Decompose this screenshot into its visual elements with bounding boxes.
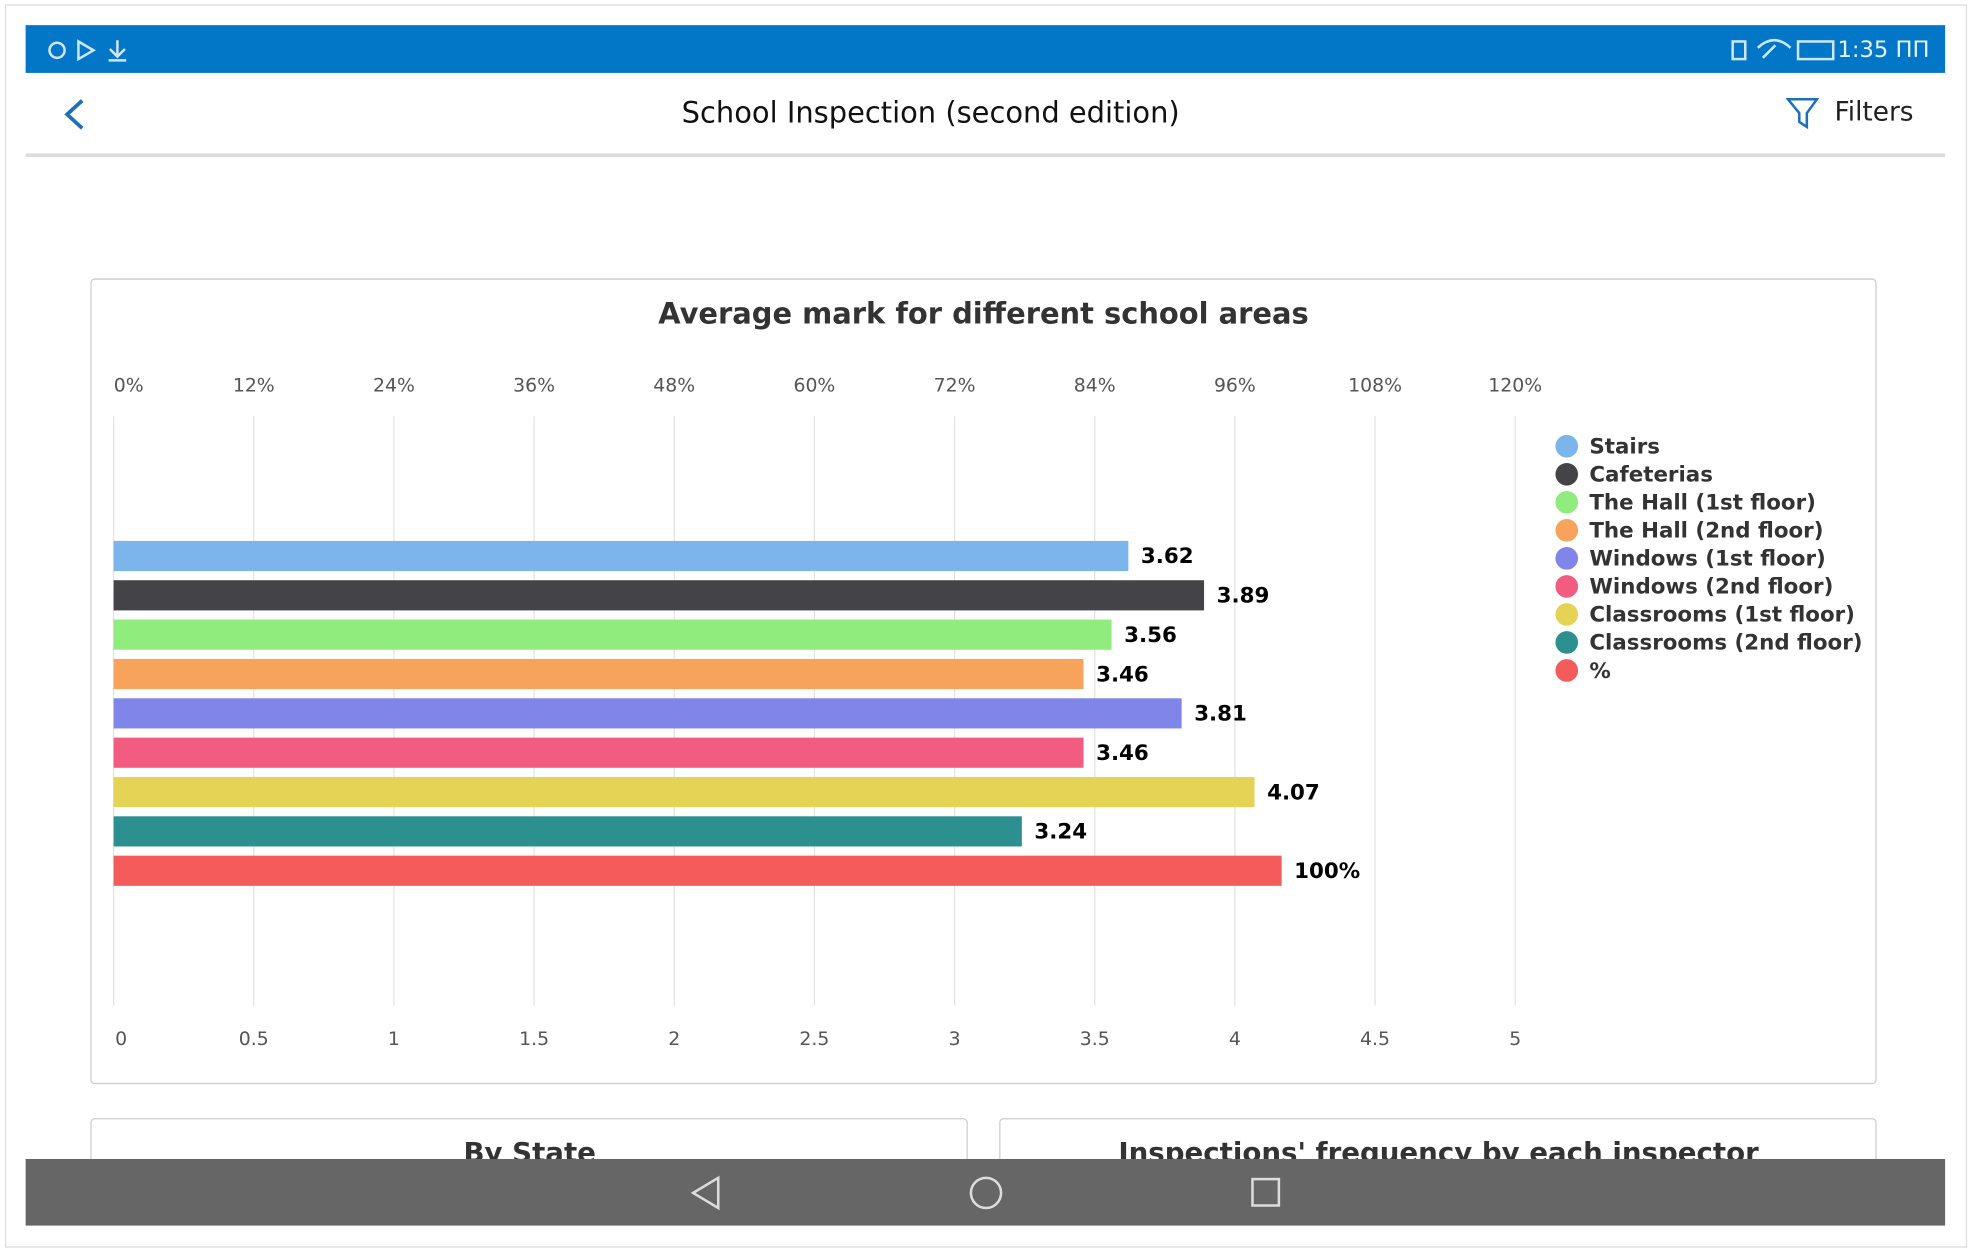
data-label: 100% xyxy=(1294,859,1360,884)
data-label: 3.62 xyxy=(1141,544,1194,569)
filters-label[interactable]: Filters xyxy=(1834,98,1913,128)
nav-bar xyxy=(25,1158,1946,1226)
x2-tick-label: 24% xyxy=(373,375,415,396)
x-tick-label: 3.5 xyxy=(1080,1029,1110,1050)
bar xyxy=(113,619,1112,650)
x-tick-label: 3 xyxy=(949,1029,961,1050)
legend-item[interactable]: % xyxy=(1555,659,1611,684)
bar xyxy=(113,698,1182,729)
x-tick-label: 4.5 xyxy=(1360,1029,1390,1050)
legend-swatch xyxy=(1555,603,1579,626)
legend-label[interactable]: Windows (2nd floor) xyxy=(1589,575,1833,600)
status-icons xyxy=(48,38,1835,62)
x-tick-label: 2.5 xyxy=(799,1029,829,1050)
bar xyxy=(113,658,1084,690)
x2-tick-label: 60% xyxy=(793,375,835,396)
nav-back[interactable] xyxy=(690,1175,720,1211)
bar xyxy=(113,855,1282,886)
data-label: 4.07 xyxy=(1267,780,1320,805)
legend-swatch xyxy=(1555,462,1579,486)
legend-swatch xyxy=(1555,519,1579,542)
legend-swatch xyxy=(1555,490,1579,514)
x2-tick-label: 96% xyxy=(1214,375,1256,396)
legend-item[interactable]: The Hall (2nd floor) xyxy=(1555,519,1823,544)
bar xyxy=(113,776,1255,808)
x2-tick-label: 120% xyxy=(1488,375,1542,396)
legend-item[interactable]: Stairs xyxy=(1555,435,1660,460)
data-label: 3.46 xyxy=(1096,741,1149,766)
x-tick-label: 1 xyxy=(388,1029,400,1050)
legend-swatch xyxy=(1555,659,1579,682)
legend-swatch xyxy=(1555,631,1579,654)
status-bar xyxy=(25,25,1946,73)
legend-label[interactable]: The Hall (1st floor) xyxy=(1589,491,1816,516)
x2-tick-label: 108% xyxy=(1348,375,1402,396)
legend-label[interactable]: Classrooms (1st floor) xyxy=(1589,603,1855,628)
legend-item[interactable]: Classrooms (2nd floor) xyxy=(1555,631,1863,656)
page-title: School Inspection (second edition) xyxy=(682,95,1180,129)
x2-tick-label: 48% xyxy=(653,375,695,396)
legend-label[interactable]: % xyxy=(1589,659,1610,684)
data-label: 3.89 xyxy=(1217,584,1270,609)
back-button[interactable] xyxy=(64,99,84,130)
nav-recent[interactable] xyxy=(1251,1177,1281,1207)
x2-tick-label: 0% xyxy=(114,375,144,396)
x-tick-label: 5 xyxy=(1509,1029,1521,1050)
bar xyxy=(113,580,1205,611)
x2-tick-label: 72% xyxy=(934,375,976,396)
x2-tick-label: 36% xyxy=(513,375,555,396)
legend-swatch xyxy=(1555,575,1579,598)
header-divider xyxy=(25,153,1946,158)
legend-item[interactable]: Cafeterias xyxy=(1555,462,1713,488)
legend-label[interactable]: Windows (1st floor) xyxy=(1589,547,1825,572)
legend-swatch xyxy=(1555,434,1579,458)
filters-button[interactable]: Filters xyxy=(1785,98,1914,130)
legend-label[interactable]: Stairs xyxy=(1589,435,1660,460)
legend-label[interactable]: Cafeterias xyxy=(1589,463,1713,488)
nav-home[interactable] xyxy=(969,1176,1003,1210)
x-tick-label: 1.5 xyxy=(519,1029,549,1050)
legend-label[interactable]: Classrooms (2nd floor) xyxy=(1589,631,1862,656)
legend-label[interactable]: The Hall (2nd floor) xyxy=(1589,519,1823,544)
bar xyxy=(113,540,1129,572)
bar xyxy=(113,816,1022,847)
x2-tick-label: 84% xyxy=(1074,375,1116,396)
data-label: 3.24 xyxy=(1034,820,1087,845)
legend-item[interactable]: Windows (1st floor) xyxy=(1555,547,1826,572)
data-label: 3.46 xyxy=(1096,662,1149,687)
legend-item[interactable]: Windows (2nd floor) xyxy=(1555,575,1833,600)
data-label: 3.56 xyxy=(1124,623,1177,648)
x2-tick-label: 12% xyxy=(233,375,275,396)
filter-icon xyxy=(1785,98,1820,130)
x-tick-label: 0 xyxy=(115,1029,127,1050)
x-tick-label: 4 xyxy=(1229,1029,1241,1050)
data-label: 3.81 xyxy=(1194,702,1247,727)
x-tick-label: 2 xyxy=(668,1029,680,1050)
legend-swatch xyxy=(1555,547,1579,570)
legend-item[interactable]: The Hall (1st floor) xyxy=(1555,490,1816,516)
plot: 0 0.5 1 1.5 2 2.5 3 3.5 4 4.5 5 0% 12% 24% 36% 48% 60% 72… xyxy=(112,375,1863,1050)
chart-title: Average mark for different school areas xyxy=(658,297,1308,331)
legend-item[interactable]: Classrooms (1st floor) xyxy=(1555,603,1855,628)
bar xyxy=(113,737,1084,768)
status-time: 1:35 ΠΠ xyxy=(1838,37,1930,63)
x-tick-label: 0.5 xyxy=(239,1029,269,1050)
